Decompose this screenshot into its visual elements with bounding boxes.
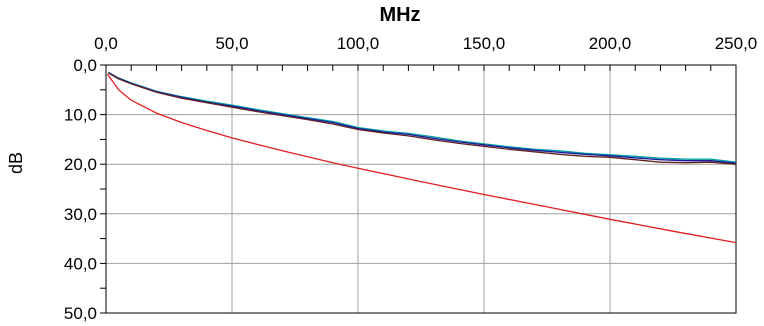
y-tick-labels: 0,0 10,0 20,0 30,0 40,0 50,0 — [64, 56, 97, 323]
x-tick-label: 200,0 — [589, 34, 632, 53]
x-tick-label: 50,0 — [215, 34, 248, 53]
x-tick-label: 150,0 — [463, 34, 506, 53]
minor-ticks — [100, 64, 737, 314]
y-tick-label: 10,0 — [64, 106, 97, 125]
y-tick-label: 40,0 — [64, 254, 97, 273]
series-line-3 — [108, 72, 737, 165]
x-tick-labels: 0,0 50,0 100,0 150,0 200,0 250,0 — [94, 34, 757, 53]
x-tick-label: 0,0 — [94, 34, 118, 53]
y-tick-label: 50,0 — [64, 304, 97, 323]
y-tick-label: 0,0 — [73, 56, 97, 75]
series-line-2 — [108, 71, 737, 164]
series-line-1 — [108, 71, 737, 163]
x-tick-label: 100,0 — [337, 34, 380, 53]
series-lines — [106, 71, 737, 244]
y-axis-title: dB — [6, 152, 26, 174]
x-tick-label: 250,0 — [715, 34, 758, 53]
y-tick-label: 20,0 — [64, 155, 97, 174]
series-line-4 — [106, 73, 737, 244]
y-tick-label: 30,0 — [64, 205, 97, 224]
x-axis-title: MHz — [379, 4, 420, 26]
